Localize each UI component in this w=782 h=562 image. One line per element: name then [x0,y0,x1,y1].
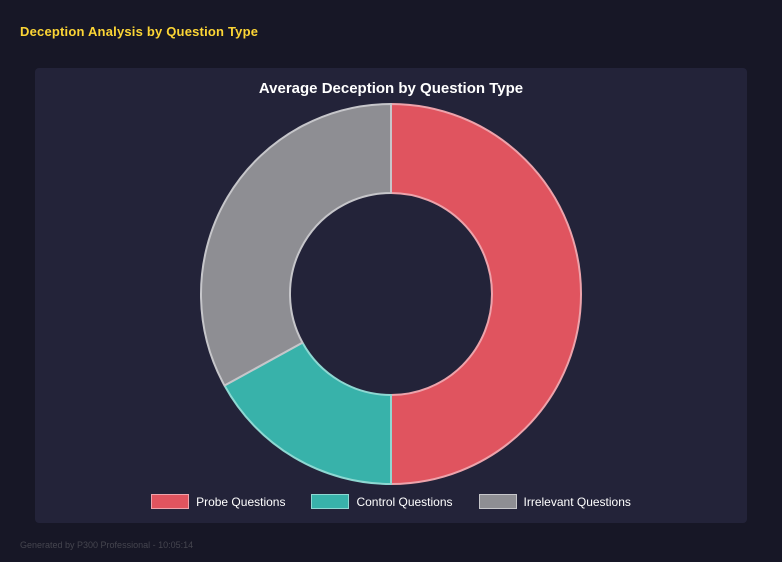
legend-label: Irrelevant Questions [523,494,631,509]
donut-segment-probe-questions[interactable] [390,103,582,485]
donut-chart[interactable] [35,98,747,488]
legend-swatch-icon [478,494,517,509]
legend-item-control-questions[interactable]: Control Questions [311,494,453,509]
chart-panel: Average Deception by Question Type Probe… [35,68,747,523]
chart-title: Average Deception by Question Type [258,80,524,97]
legend-label: Control Questions [356,494,453,509]
page-title: Deception Analysis by Question Type [20,24,259,39]
footer-text: Generated by P300 Professional - 10:05:1… [20,540,194,550]
legend-swatch-icon [311,494,350,509]
donut-segment-control-questions[interactable] [223,341,392,485]
legend-swatch-icon [151,494,190,509]
chart-legend: Probe Questions Control Questions Irreleva… [35,494,747,509]
donut-segment-irrelevant-questions[interactable] [200,103,392,387]
legend-item-irrelevant-questions[interactable]: Irrelevant Questions [478,494,631,509]
legend-label: Probe Questions [196,494,286,509]
legend-item-probe-questions[interactable]: Probe Questions [151,494,285,509]
